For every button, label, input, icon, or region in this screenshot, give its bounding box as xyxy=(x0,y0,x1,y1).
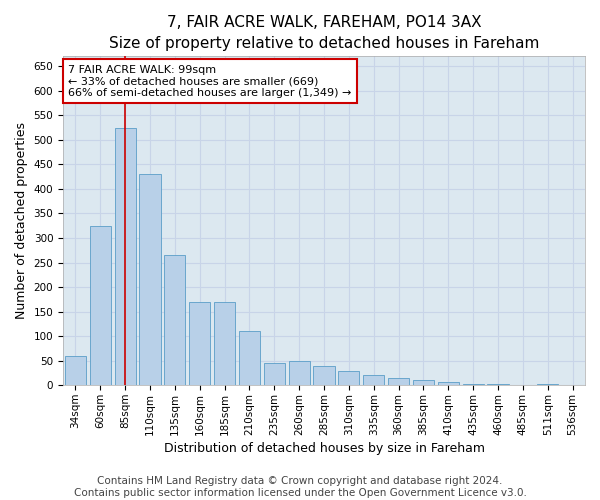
Bar xyxy=(189,302,210,386)
Bar xyxy=(239,332,260,386)
Bar xyxy=(139,174,161,386)
Bar xyxy=(90,226,111,386)
Bar xyxy=(264,363,285,386)
Bar xyxy=(537,384,558,386)
Bar xyxy=(164,255,185,386)
Bar xyxy=(214,302,235,386)
Text: Contains HM Land Registry data © Crown copyright and database right 2024.
Contai: Contains HM Land Registry data © Crown c… xyxy=(74,476,526,498)
Title: 7, FAIR ACRE WALK, FAREHAM, PO14 3AX
Size of property relative to detached house: 7, FAIR ACRE WALK, FAREHAM, PO14 3AX Siz… xyxy=(109,15,539,51)
Bar xyxy=(115,128,136,386)
Bar xyxy=(338,370,359,386)
Bar xyxy=(289,360,310,386)
Bar xyxy=(313,366,335,386)
Bar xyxy=(65,356,86,386)
Bar xyxy=(413,380,434,386)
Bar xyxy=(363,376,384,386)
Bar xyxy=(487,384,509,386)
Bar xyxy=(463,384,484,386)
Text: 7 FAIR ACRE WALK: 99sqm
← 33% of detached houses are smaller (669)
66% of semi-d: 7 FAIR ACRE WALK: 99sqm ← 33% of detache… xyxy=(68,64,352,98)
X-axis label: Distribution of detached houses by size in Fareham: Distribution of detached houses by size … xyxy=(164,442,485,455)
Bar xyxy=(388,378,409,386)
Y-axis label: Number of detached properties: Number of detached properties xyxy=(15,122,28,320)
Bar xyxy=(438,382,459,386)
